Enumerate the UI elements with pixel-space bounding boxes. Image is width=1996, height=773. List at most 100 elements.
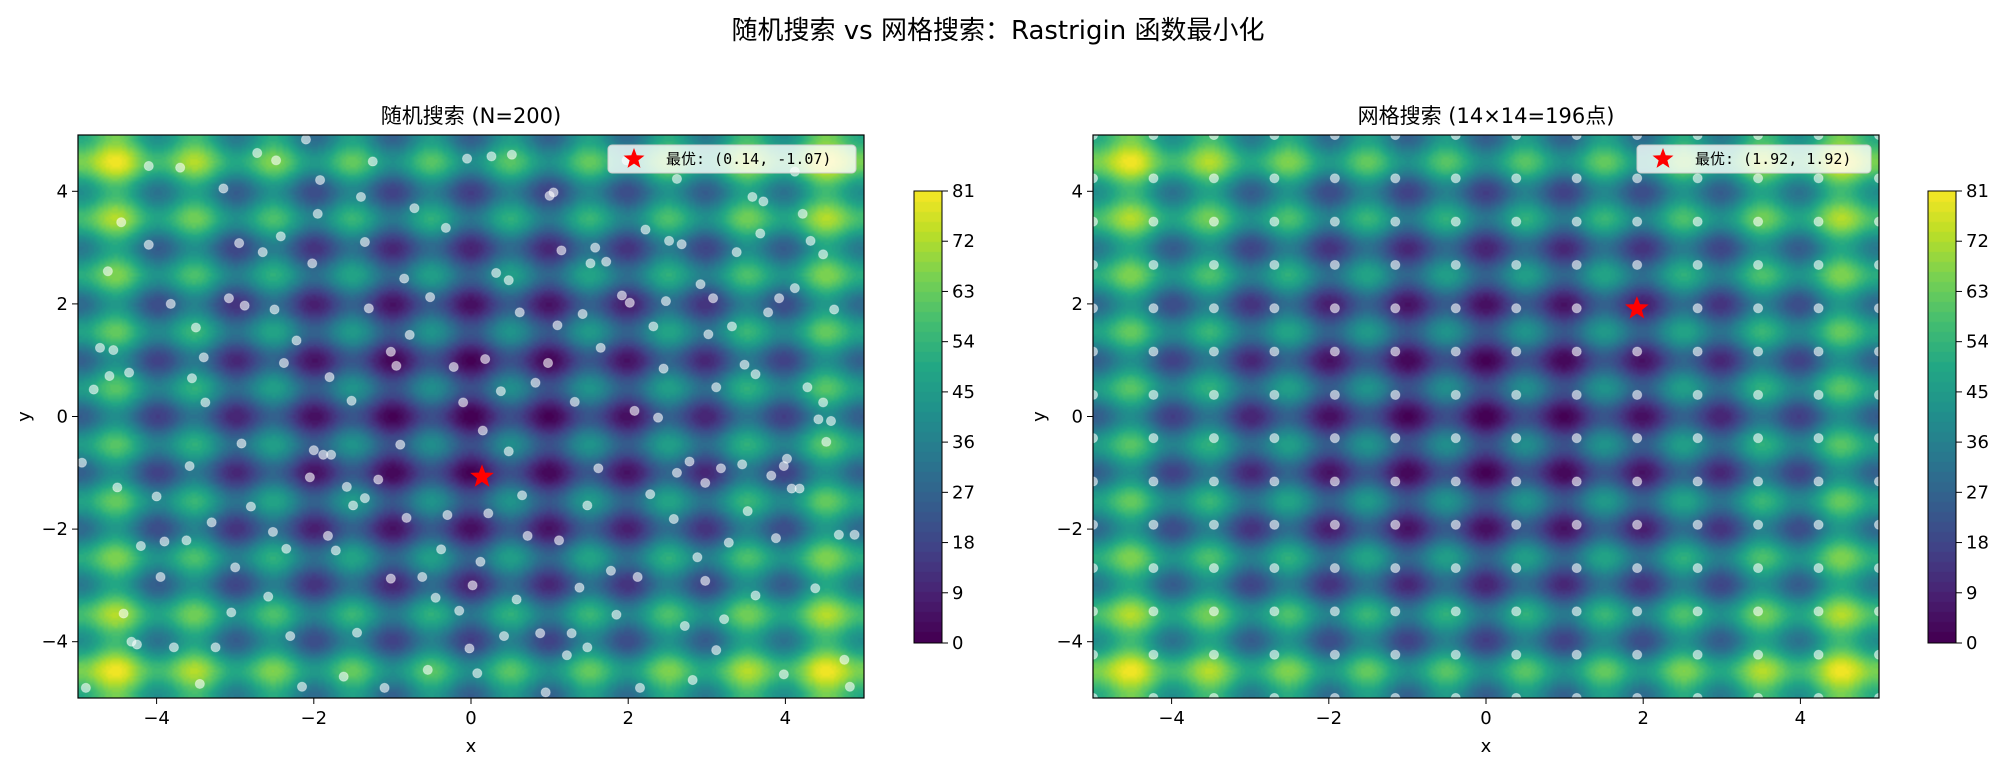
sample-point [660, 295, 672, 307]
grid-point [1571, 216, 1582, 227]
sample-point [616, 290, 628, 301]
grid-point [1208, 346, 1220, 357]
sample-point [766, 470, 777, 481]
sample-point [679, 620, 690, 632]
grid-point [1692, 433, 1703, 444]
grid-point [1269, 476, 1280, 487]
sample-point [491, 267, 502, 279]
sample-point [700, 477, 711, 489]
x-tick-label: 0 [465, 708, 476, 729]
grid-point [1450, 216, 1461, 227]
grid-point [1752, 606, 1764, 617]
colorbar-gradient [914, 191, 942, 643]
sample-point [498, 630, 510, 642]
grid-point [1329, 303, 1340, 314]
grid-point [1813, 433, 1824, 444]
sample-point [818, 249, 829, 260]
grid-point [1752, 135, 1764, 141]
sample-point [395, 439, 406, 450]
grid-point [1752, 562, 1764, 574]
sample-point [561, 650, 572, 661]
sample-point [770, 533, 782, 544]
sample-point [338, 671, 349, 682]
grid-point [1148, 135, 1159, 141]
grid-point [1450, 433, 1461, 444]
sample-point [385, 346, 396, 357]
grid-point [1148, 346, 1159, 357]
sample-point [723, 537, 734, 548]
sample-point [514, 307, 525, 318]
x-tick-label: −2 [1316, 708, 1343, 729]
grid-point [1329, 692, 1340, 698]
sample-point [312, 208, 323, 219]
grid-point [1148, 476, 1159, 487]
grid-point [1873, 259, 1879, 271]
sample-point [116, 217, 127, 228]
sample-point [104, 370, 115, 382]
sample-point [849, 529, 860, 540]
grid-point [1390, 692, 1401, 698]
sample-point [774, 293, 785, 304]
colorbar-tick-label: 63 [952, 281, 975, 302]
grid-point [1813, 562, 1824, 574]
y-tick-label: 4 [57, 181, 68, 202]
best-point-star [1625, 295, 1649, 319]
sample-point [805, 235, 816, 246]
grid-point [1208, 259, 1220, 271]
sample-point [789, 283, 800, 294]
colorbar-tick-label: 81 [952, 181, 975, 202]
colorbar-tick-label: 72 [952, 231, 975, 252]
sample-point [522, 530, 533, 541]
grid-point [1390, 389, 1401, 400]
grid-point [1390, 562, 1401, 574]
sample-point [348, 500, 359, 511]
colorbar-frame [913, 190, 943, 644]
grid-point [1873, 606, 1879, 617]
sample-point [652, 412, 664, 423]
sample-point [379, 682, 390, 693]
sample-point [802, 382, 813, 393]
grid-point [1148, 216, 1159, 227]
sample-point [731, 247, 742, 258]
y-tick-label: 2 [57, 294, 68, 315]
y-tick-label: 2 [1072, 294, 1083, 315]
grid-point [1148, 649, 1159, 660]
grid-point [1752, 692, 1764, 698]
sample-point [825, 415, 837, 427]
sample-point [477, 425, 488, 436]
sample-point [695, 279, 706, 290]
legend: 最优: (1.92, 1.92) [1636, 144, 1872, 174]
sample-point [566, 628, 577, 639]
sample-point [480, 353, 491, 365]
subplot-2: 网格搜索 (14×14=196点) −4 −2 0 2 4 −4 −2 0 2 4 x y 最优: (1.… [1029, 104, 1989, 757]
sample-point [511, 594, 522, 605]
sample-point [516, 490, 528, 501]
sample-point [399, 273, 410, 284]
grid-point [1269, 346, 1280, 357]
y-axis-label: y [1029, 411, 1050, 422]
sample-point [503, 446, 514, 457]
grid-point [1390, 433, 1401, 444]
sample-point [640, 224, 651, 235]
grid-point [1208, 692, 1220, 698]
grid-point [1329, 476, 1340, 487]
sample-point [810, 583, 821, 594]
sample-point [257, 247, 268, 258]
sample-point [763, 307, 774, 318]
sample-point [181, 535, 192, 546]
grid-point [1813, 476, 1824, 487]
sample-point [270, 155, 282, 166]
grid-point [1208, 173, 1220, 184]
grid-point [1329, 649, 1340, 660]
y-axis-label: y [14, 411, 35, 422]
sample-point [308, 445, 319, 456]
sample-point [778, 669, 789, 680]
colorbar-tick-label: 0 [952, 633, 963, 654]
sample-point [687, 674, 698, 686]
grid-point [1752, 433, 1764, 444]
sample-point [330, 545, 341, 556]
colorbar-tick-label: 72 [1966, 231, 1989, 252]
grid-point [1511, 519, 1522, 530]
grid-point [1511, 389, 1522, 400]
